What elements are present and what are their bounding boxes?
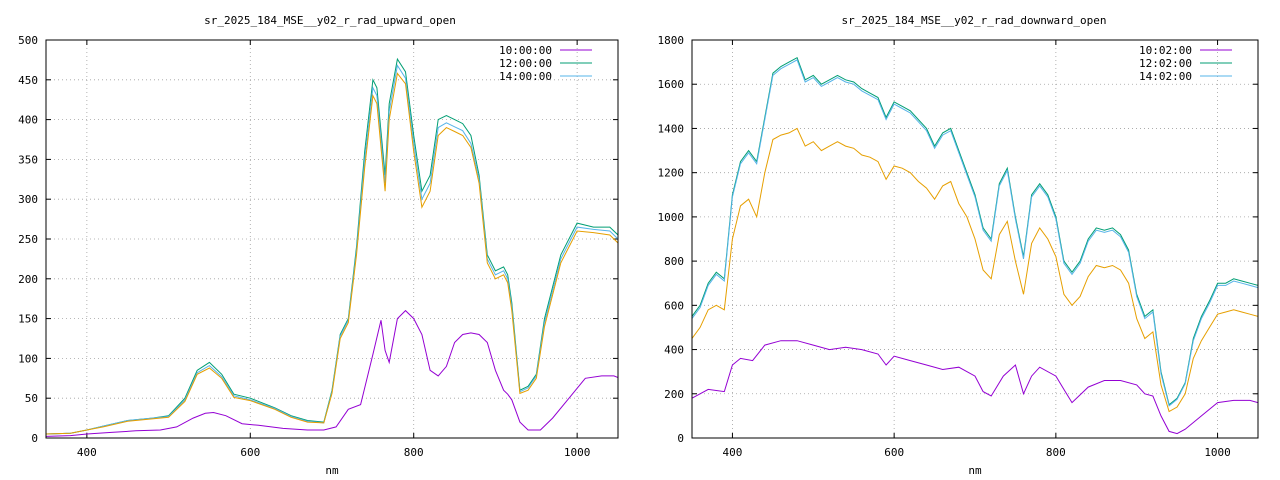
series-line-14-02-00: [692, 59, 1258, 407]
y-tick-label: 350: [18, 153, 38, 166]
y-tick-label: 0: [677, 432, 684, 445]
legend-label: 10:00:00: [499, 44, 552, 57]
panel-upward: sr_2025_184_MSE__y02_r_rad_upward_open 0 5…: [18, 14, 619, 477]
x-tick-label: 400: [77, 446, 97, 459]
y-tick-label: 200: [18, 273, 38, 286]
legend-label: 14:02:00: [1139, 70, 1192, 83]
plot-frame: [45, 39, 619, 439]
y-tick-label: 450: [18, 74, 38, 87]
y-tick-label: 1400: [658, 122, 685, 135]
y-tick-label: 500: [18, 34, 38, 47]
legend-label: 10:02:00: [1139, 44, 1192, 57]
y-tick-label: 600: [664, 299, 684, 312]
legend-label: 12:02:00: [1139, 57, 1192, 70]
y-tick-label: 1200: [658, 167, 685, 180]
y-tick-label: 250: [18, 233, 38, 246]
x-tick-label: 1000: [564, 446, 591, 459]
legend-label: 14:00:00: [499, 70, 552, 83]
series-line-12-00-00: [46, 57, 618, 435]
y-tick-label: 300: [18, 193, 38, 206]
chart-title: sr_2025_184_MSE__y02_r_rad_downward_open: [842, 14, 1107, 27]
y-tick-label: 1600: [658, 78, 685, 91]
y-tick-label: 400: [18, 114, 38, 127]
series-line-10-02-00: [692, 340, 1258, 435]
y-tick-label: 50: [25, 392, 38, 405]
y-tick-label: 800: [664, 255, 684, 268]
panel-downward: sr_2025_184_MSE__y02_r_rad_downward_open…: [658, 14, 1259, 477]
y-tick-label: 100: [18, 352, 38, 365]
x-tick-label: 800: [1046, 446, 1066, 459]
y-tick-label: 1000: [658, 211, 685, 224]
y-tick-label: 1800: [658, 34, 685, 47]
x-tick-label: 600: [884, 446, 904, 459]
x-tick-label: 1000: [1204, 446, 1231, 459]
y-tick-label: 0: [31, 432, 38, 445]
x-tick-label: 400: [722, 446, 742, 459]
plot-frame: [691, 39, 1259, 439]
x-tick-label: 600: [240, 446, 260, 459]
series-line-14-00-00: [46, 64, 618, 435]
x-tick-label: 800: [404, 446, 424, 459]
chart-title: sr_2025_184_MSE__y02_r_rad_upward_open: [204, 14, 456, 27]
series-line-10-00-00: [46, 309, 618, 437]
series-line-unlabeled: [692, 127, 1258, 413]
y-tick-label: 150: [18, 313, 38, 326]
series-line-unlabeled: [46, 72, 618, 435]
x-axis-label: nm: [968, 464, 982, 477]
y-tick-label: 400: [664, 344, 684, 357]
series-line-12-02-00: [692, 56, 1258, 406]
y-tick-label: 200: [664, 388, 684, 401]
x-axis-label: nm: [325, 464, 339, 477]
legend-label: 12:00:00: [499, 57, 552, 70]
